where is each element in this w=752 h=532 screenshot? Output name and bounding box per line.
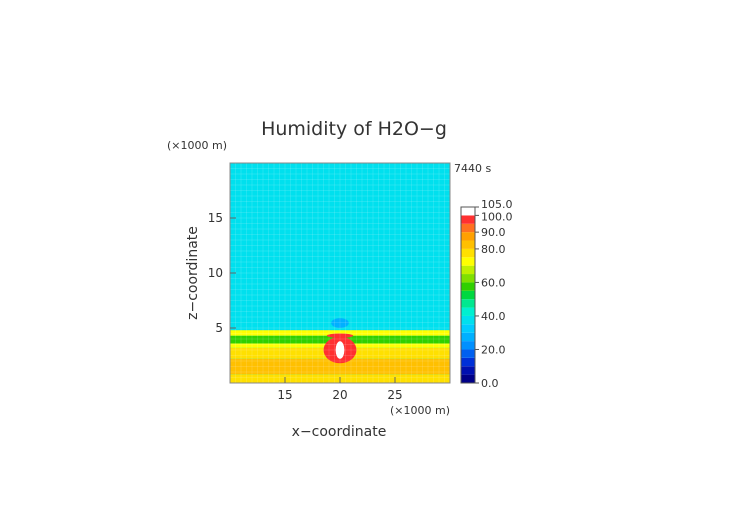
colorbar-segment <box>461 257 475 266</box>
y-tick-label: 5 <box>215 321 223 335</box>
colorbar-tick-label: 40.0 <box>481 310 506 323</box>
colorbar-segment <box>461 341 475 350</box>
colorbar-segment <box>461 374 475 383</box>
colorbar-segment <box>461 265 475 275</box>
colorbar-segment <box>461 215 475 224</box>
contour-feature <box>331 318 349 328</box>
colorbar-tick-label: 0.0 <box>481 377 499 390</box>
colorbar-segment <box>461 240 475 249</box>
colorbar-segment <box>461 332 475 342</box>
colorbar-segment <box>461 282 475 291</box>
colorbar-tick-label: 60.0 <box>481 276 506 289</box>
colorbar-segment <box>461 357 475 367</box>
colorbar-segment <box>461 248 475 258</box>
y-tick-label: 10 <box>208 266 223 280</box>
colorbar-tick-label: 105.0 <box>481 198 513 211</box>
colorbar-segment <box>461 232 475 241</box>
colorbar-frame <box>460 206 476 384</box>
colorbar-segment <box>461 274 475 283</box>
chart-title: Humidity of H2O−g <box>261 118 447 140</box>
colorbar-segment <box>461 207 475 216</box>
colorbar-segment <box>461 366 475 375</box>
colorbar-tick-label: 80.0 <box>481 243 506 256</box>
contour-band <box>230 358 450 375</box>
x-axis-label: x−coordinate <box>292 424 387 440</box>
y-axis-label: z−coordinate <box>185 226 201 320</box>
axes: 15 20 25 5 10 15 <box>208 162 451 402</box>
colorbar-tick-label: 90.0 <box>481 226 506 239</box>
colorbar-segment <box>461 290 475 300</box>
contour-band <box>230 330 450 336</box>
time-label: 7440 s <box>454 162 491 175</box>
colorbar-segment <box>461 349 475 358</box>
contour-feature <box>335 341 345 359</box>
colorbar-tick-label: 20.0 <box>481 343 506 356</box>
colorbar-tick-label: 100.0 <box>481 210 513 223</box>
y-unit-label: (×1000 m) <box>167 139 227 152</box>
x-unit-label: (×1000 m) <box>390 404 450 417</box>
contour-feature <box>326 333 354 338</box>
colorbar-segment <box>461 315 475 325</box>
colorbar-segment <box>461 324 475 333</box>
colorbar-segment <box>461 223 475 233</box>
plot-area <box>230 163 450 383</box>
x-tick-label: 15 <box>277 388 292 402</box>
x-tick-label: 25 <box>387 388 402 402</box>
x-tick-label: 20 <box>332 388 347 402</box>
colorbar-segment <box>461 299 475 308</box>
colorbar-segment <box>461 307 475 316</box>
y-tick-label: 15 <box>208 211 223 225</box>
